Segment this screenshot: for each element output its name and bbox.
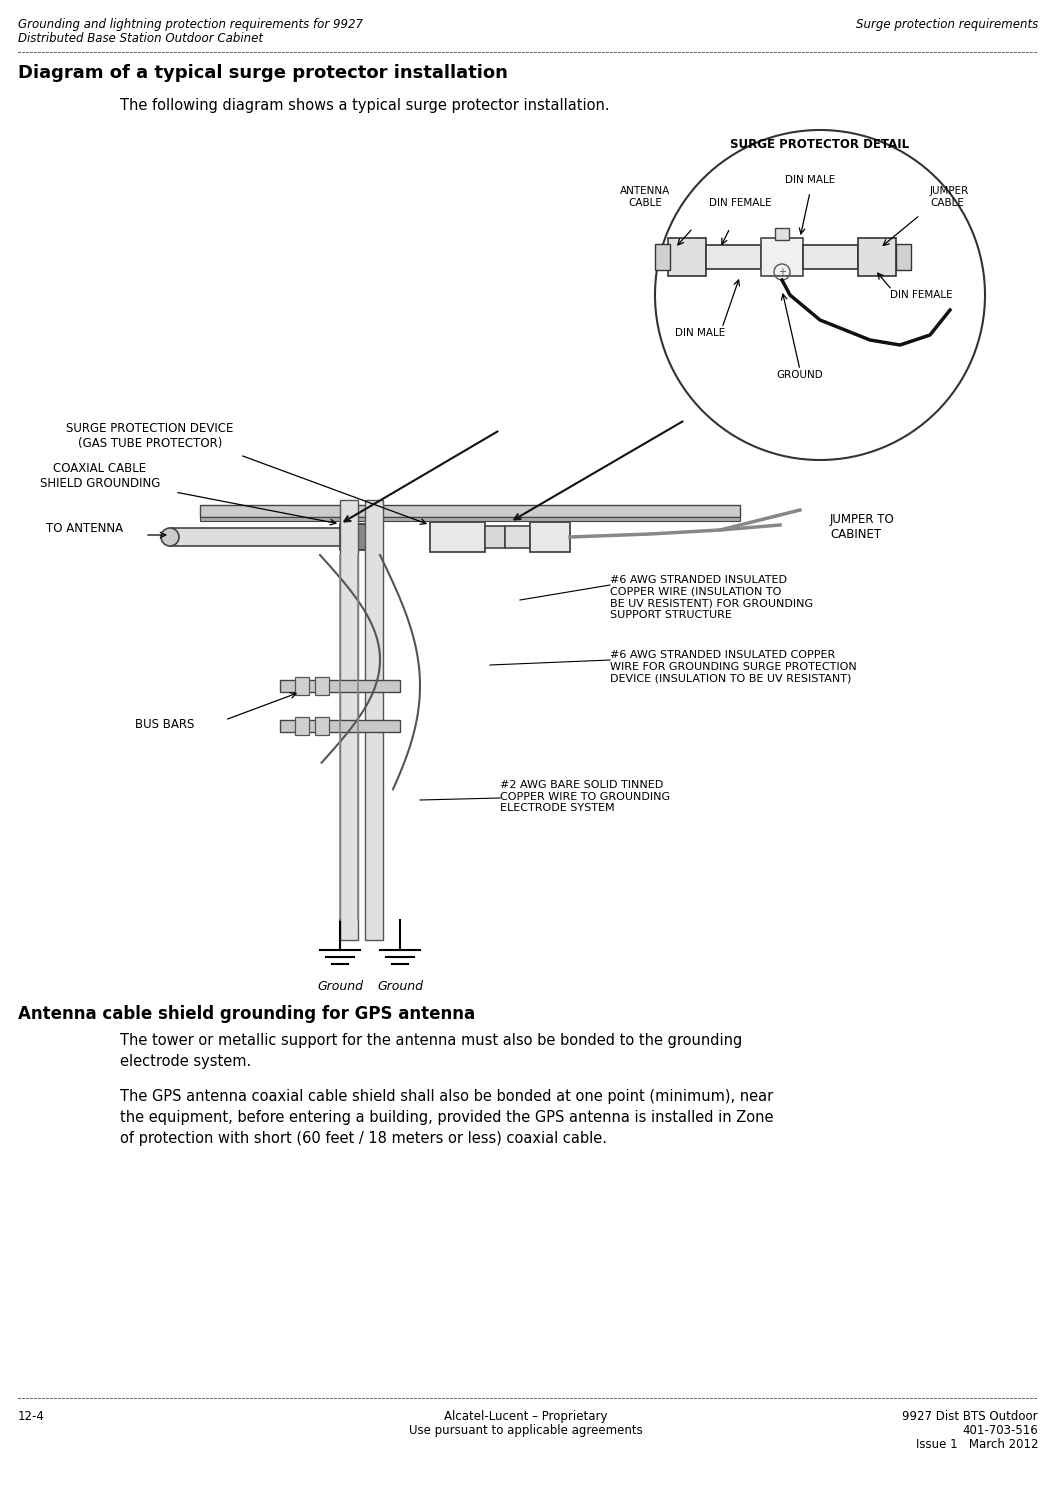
Text: #6 AWG STRANDED INSULATED COPPER
WIRE FOR GROUNDING SURGE PROTECTION
DEVICE (INS: #6 AWG STRANDED INSULATED COPPER WIRE FO… (610, 650, 856, 683)
Text: Grounding and lightning protection requirements for 9927: Grounding and lightning protection requi… (18, 18, 363, 31)
Bar (668, 238, 706, 277)
Text: Issue 1   March 2012: Issue 1 March 2012 (915, 1438, 1038, 1451)
Text: 401-703-516: 401-703-516 (963, 1425, 1038, 1436)
Text: Alcatel-Lucent – Proprietary: Alcatel-Lucent – Proprietary (444, 1410, 608, 1423)
Text: Distributed Base Station Outdoor Cabinet: Distributed Base Station Outdoor Cabinet (18, 33, 263, 45)
Text: Ground: Ground (377, 980, 423, 993)
Text: COAXIAL CABLE
SHIELD GROUNDING: COAXIAL CABLE SHIELD GROUNDING (40, 462, 160, 491)
Text: TO ANTENNA: TO ANTENNA (46, 522, 123, 534)
Bar (775, 228, 789, 239)
Text: Diagram of a typical surge protector installation: Diagram of a typical surge protector ins… (18, 64, 508, 82)
Bar (761, 238, 803, 277)
Text: JUMPER
CABLE: JUMPER CABLE (930, 186, 969, 208)
Text: The tower or metallic support for the antenna must also be bonded to the groundi: The tower or metallic support for the an… (120, 1033, 743, 1069)
Bar (803, 245, 858, 269)
Text: DIN FEMALE: DIN FEMALE (709, 198, 771, 208)
Bar (530, 522, 570, 552)
Bar (340, 523, 370, 550)
Bar (505, 526, 530, 549)
Text: BUS BARS: BUS BARS (136, 718, 195, 732)
Bar (858, 238, 896, 277)
Bar (896, 244, 911, 271)
Text: DIN MALE: DIN MALE (785, 175, 835, 184)
Text: The GPS antenna coaxial cable shield shall also be bonded at one point (minimum): The GPS antenna coaxial cable shield sha… (120, 1088, 773, 1146)
Text: #6 AWG STRANDED INSULATED
COPPER WIRE (INSULATION TO
BE UV RESISTENT) FOR GROUND: #6 AWG STRANDED INSULATED COPPER WIRE (I… (610, 575, 813, 620)
Text: SURGE PROTECTOR DETAIL: SURGE PROTECTOR DETAIL (730, 138, 910, 152)
Text: The following diagram shows a typical surge protector installation.: The following diagram shows a typical su… (120, 98, 609, 113)
Text: SURGE PROTECTION DEVICE
(GAS TUBE PROTECTOR): SURGE PROTECTION DEVICE (GAS TUBE PROTEC… (66, 422, 234, 451)
Bar (315, 677, 329, 694)
Bar (280, 680, 400, 691)
Text: Surge protection requirements: Surge protection requirements (855, 18, 1038, 31)
Bar (200, 517, 740, 520)
Bar (200, 506, 740, 517)
Bar (295, 677, 309, 694)
Bar (706, 245, 761, 269)
Text: DIN MALE: DIN MALE (675, 329, 725, 338)
Bar (655, 244, 670, 271)
Bar (485, 526, 505, 549)
Bar (315, 717, 329, 735)
Text: 12-4: 12-4 (18, 1410, 45, 1423)
Circle shape (161, 528, 179, 546)
Bar (340, 500, 358, 940)
Text: DIN FEMALE: DIN FEMALE (890, 290, 953, 300)
Text: Ground: Ground (317, 980, 363, 993)
Text: ANTENNA
CABLE: ANTENNA CABLE (620, 186, 670, 208)
Text: JUMPER TO
CABINET: JUMPER TO CABINET (830, 513, 895, 541)
Text: Antenna cable shield grounding for GPS antenna: Antenna cable shield grounding for GPS a… (18, 1005, 476, 1023)
Bar (280, 720, 400, 732)
Text: GROUND: GROUND (776, 370, 824, 381)
Bar (295, 717, 309, 735)
Text: Use pursuant to applicable agreements: Use pursuant to applicable agreements (409, 1425, 643, 1436)
Text: #2 AWG BARE SOLID TINNED
COPPER WIRE TO GROUNDING
ELECTRODE SYSTEM: #2 AWG BARE SOLID TINNED COPPER WIRE TO … (500, 781, 670, 813)
Bar (430, 522, 485, 552)
Text: 9927 Dist BTS Outdoor: 9927 Dist BTS Outdoor (903, 1410, 1038, 1423)
Bar (365, 500, 383, 940)
Bar (170, 528, 370, 546)
Text: +: + (778, 268, 786, 277)
